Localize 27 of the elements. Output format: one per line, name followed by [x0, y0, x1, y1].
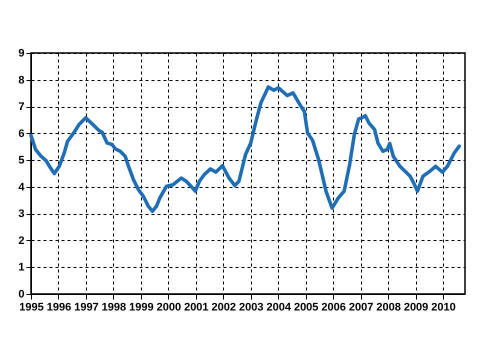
x-tick-label: 1999 — [129, 302, 154, 314]
x-tick-label: 2002 — [212, 302, 236, 314]
y-tick-label: 5 — [18, 154, 24, 167]
x-tick-label: 2003 — [239, 302, 264, 314]
y-tick-label: 2 — [18, 234, 24, 247]
x-tick-label: 2006 — [321, 302, 346, 314]
x-tick-label: 1997 — [74, 302, 99, 314]
y-tick-label: 9 — [18, 48, 24, 60]
y-tick-label: 6 — [18, 128, 24, 140]
y-tick-label: 4 — [18, 181, 26, 194]
y-tick-label: 3 — [18, 208, 24, 220]
x-tick-label: 1996 — [46, 302, 72, 314]
y-tick-label: 1 — [18, 262, 24, 274]
x-tick-label: 2001 — [184, 302, 209, 314]
x-tick-label: 2005 — [294, 302, 318, 314]
x-tick-label: 2007 — [348, 302, 374, 314]
y-tick-label: 0 — [18, 288, 24, 300]
x-tick-label: 2000 — [156, 302, 182, 314]
x-tick-label: 2008 — [376, 302, 401, 314]
x-tick-label: 2010 — [431, 302, 456, 314]
y-tick-label: 8 — [18, 74, 24, 86]
x-tick-label: 1995 — [19, 302, 44, 314]
line-series — [29, 85, 461, 214]
x-tick-label: 2004 — [266, 302, 292, 314]
y-tick-label: 7 — [18, 101, 24, 114]
x-tick-label: 2009 — [404, 302, 428, 314]
x-tick-label: 1998 — [102, 302, 126, 314]
